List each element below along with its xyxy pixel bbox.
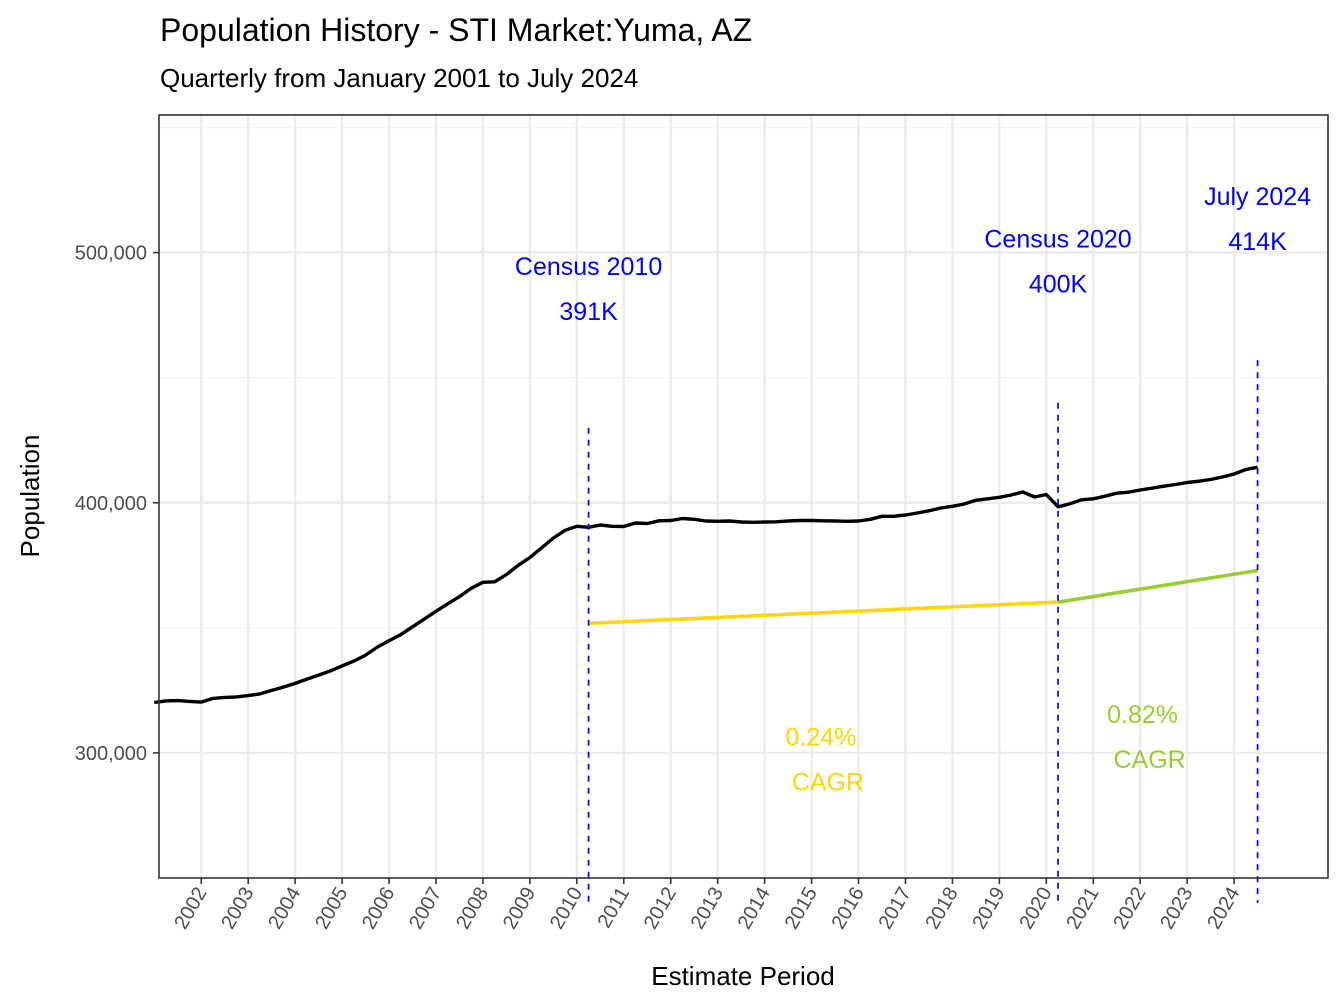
x-tick-label: 2015: [781, 884, 822, 934]
x-tick-label: 2019: [968, 884, 1009, 934]
x-tick-label: 2006: [358, 884, 399, 934]
census-annotation: July 2024: [1204, 183, 1311, 211]
x-tick-label: 2012: [640, 884, 681, 934]
census-annotation: 414K: [1228, 228, 1287, 256]
y-tick-label: 500,000: [75, 243, 147, 265]
x-tick-label: 2014: [734, 884, 775, 934]
x-tick-label: 2002: [170, 884, 211, 934]
cagr-annotation: 0.24%: [786, 723, 857, 751]
x-tick-label: 2013: [687, 884, 728, 934]
census-annotation: 391K: [559, 298, 618, 326]
x-tick-label: 2016: [828, 884, 869, 934]
cagr-annotation: 0.82%: [1107, 701, 1178, 729]
plot-panel: [159, 115, 1328, 878]
x-tick-label: 2021: [1062, 884, 1103, 934]
cagr-annotation: CAGR: [1113, 746, 1185, 774]
x-tick-label: 2007: [405, 884, 446, 934]
chart-subtitle: Quarterly from January 2001 to July 2024: [160, 63, 639, 93]
x-tick-label: 2009: [499, 884, 540, 934]
x-tick-label: 2018: [921, 884, 962, 934]
x-tick-label: 2005: [311, 884, 352, 934]
x-tick-label: 2004: [264, 884, 305, 934]
census-annotation: Census 2010: [515, 253, 662, 281]
census-annotation: 400K: [1029, 271, 1088, 299]
x-tick-label: 2003: [217, 884, 258, 934]
x-tick-label: 2017: [874, 884, 915, 934]
cagr-trend-line: [1057, 568, 1258, 604]
x-tick-label: 2011: [594, 884, 635, 932]
chart-title: Population History - STI Market:Yuma, AZ: [160, 12, 753, 48]
y-tick-label: 400,000: [75, 493, 147, 515]
x-tick-label: 2022: [1109, 884, 1150, 934]
y-tick-label: 300,000: [75, 743, 147, 765]
x-axis-title: Estimate Period: [651, 961, 835, 991]
plot-border: [158, 114, 1329, 879]
x-tick-label: 2023: [1156, 884, 1197, 934]
census-annotation: Census 2020: [984, 226, 1131, 254]
x-tick-label: 2008: [452, 884, 493, 934]
x-tick-label: 2020: [1015, 884, 1056, 934]
population-line: [154, 465, 1258, 705]
x-tick-label: 2024: [1203, 884, 1244, 934]
cagr-annotation: CAGR: [792, 768, 864, 796]
cagr-trend-line: [588, 600, 1059, 626]
x-tick-label: 2010: [546, 884, 587, 934]
y-axis-title: Population: [15, 435, 45, 558]
